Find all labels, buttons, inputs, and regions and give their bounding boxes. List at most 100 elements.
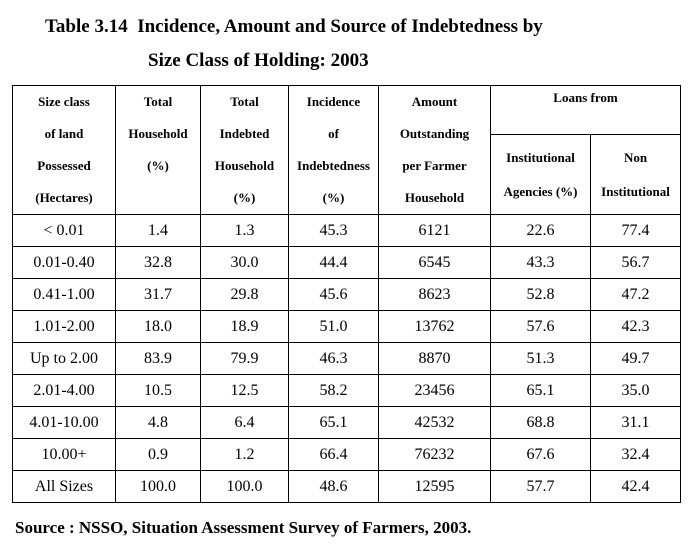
cell: 8623: [378, 278, 491, 311]
cell: 47.2: [590, 278, 681, 311]
data-row: All Sizes 100.0 100.0 48.6 12595 57.7 42.4: [12, 470, 681, 503]
header-cell: Total Household (%): [115, 85, 201, 215]
data-row: 10.00+ 0.9 1.2 66.4 76232 67.6 32.4: [12, 438, 681, 471]
cell: 2.01-4.00: [12, 374, 116, 407]
cell: 13762: [378, 310, 491, 343]
header-line: Institutional: [601, 183, 670, 199]
header-line: Indebtedness: [297, 158, 370, 173]
cell: 0.01-0.40: [12, 246, 116, 279]
header-line: (Hectares): [35, 190, 93, 205]
header-cell: Incidence of Indebtedness (%): [288, 85, 379, 215]
cell: 12595: [378, 470, 491, 503]
cell: 23456: [378, 374, 491, 407]
cell: 57.7: [490, 470, 591, 503]
header-line: of: [328, 126, 339, 141]
header-line: Total: [143, 94, 173, 109]
header-line: Agencies (%): [503, 183, 578, 199]
cell: 1.4: [115, 214, 201, 247]
cell: 45.6: [288, 278, 379, 311]
cell: 100.0: [200, 470, 289, 503]
cell: < 0.01: [12, 214, 116, 247]
header-line: Household: [214, 158, 275, 173]
header-line: Possessed: [37, 158, 91, 173]
cell: 45.3: [288, 214, 379, 247]
cell: 52.8: [490, 278, 591, 311]
cell: 51.0: [288, 310, 379, 343]
cell: 32.4: [590, 438, 681, 471]
cell: 57.6: [490, 310, 591, 343]
cell: 10.5: [115, 374, 201, 407]
header-row: Size class of land Possessed (Hectares) Tota…: [12, 85, 681, 215]
cell: 65.1: [288, 406, 379, 439]
cell: All Sizes: [12, 470, 116, 503]
cell: 42.4: [590, 470, 681, 503]
data-table: Size class of land Possessed (Hectares) Tota…: [12, 85, 681, 503]
cell: 0.41-1.00: [12, 278, 116, 311]
cell: 42.3: [590, 310, 681, 343]
cell: 6.4: [200, 406, 289, 439]
cell: 6121: [378, 214, 491, 247]
header-line: Institutional: [506, 149, 575, 165]
cell: 66.4: [288, 438, 379, 471]
data-row: Up to 2.00 83.9 79.9 46.3 8870 51.3 49.7: [12, 342, 681, 375]
cell: 58.2: [288, 374, 379, 407]
data-row: 0.01-0.40 32.8 30.0 44.4 6545 43.3 56.7: [12, 246, 681, 279]
header-line: Incidence: [306, 94, 361, 109]
cell: 67.6: [490, 438, 591, 471]
cell: 0.9: [115, 438, 201, 471]
header-cell: Amount Outstanding per Farmer Household: [378, 85, 491, 215]
data-row: 4.01-10.00 4.8 6.4 65.1 42532 68.8 31.1: [12, 406, 681, 439]
cell: 51.3: [490, 342, 591, 375]
cell: 4.8: [115, 406, 201, 439]
header-line: (%): [322, 190, 345, 205]
sub-header-cell: Non Institutional: [590, 134, 681, 215]
data-row: 2.01-4.00 10.5 12.5 58.2 23456 65.1 35.0: [12, 374, 681, 407]
data-row: < 0.01 1.4 1.3 45.3 6121 22.6 77.4: [12, 214, 681, 247]
cell: 31.1: [590, 406, 681, 439]
header-line: Household: [404, 190, 465, 205]
cell: 100.0: [115, 470, 201, 503]
cell: 31.7: [115, 278, 201, 311]
source-note: Source : NSSO, Situation Assessment Surv…: [15, 518, 472, 537]
header-cell: Total Indebted Household (%): [200, 85, 289, 215]
cell: 18.0: [115, 310, 201, 343]
cell: Up to 2.00: [12, 342, 116, 375]
cell: 29.8: [200, 278, 289, 311]
cell: 56.7: [590, 246, 681, 279]
cell: 49.7: [590, 342, 681, 375]
cell: 42532: [378, 406, 491, 439]
cell: 22.6: [490, 214, 591, 247]
header-row: Institutional Agencies (%) Non Institutiona…: [13, 134, 681, 215]
cell: 1.01-2.00: [12, 310, 116, 343]
cell: 4.01-10.00: [12, 406, 116, 439]
cell: 44.4: [288, 246, 379, 279]
cell: 76232: [378, 438, 491, 471]
cell: 46.3: [288, 342, 379, 375]
header-line: Indebted: [219, 126, 270, 141]
cell: 83.9: [115, 342, 201, 375]
header-line: (%): [233, 190, 256, 205]
cell: 32.8: [115, 246, 201, 279]
header-line: Amount: [411, 94, 458, 109]
header-cell: Size class of land Possessed (Hectares): [12, 85, 116, 215]
group-header: Loans from: [490, 85, 681, 135]
header-line: Size class: [38, 94, 90, 109]
header-line: per Farmer: [402, 158, 467, 173]
header-line: of land: [44, 126, 84, 141]
cell: 8870: [378, 342, 491, 375]
title: Table 3.14 Incidence, Amount and Source …: [45, 16, 543, 37]
cell: 12.5: [200, 374, 289, 407]
sub-header-cell: Institutional Agencies (%): [490, 134, 591, 215]
cell: 1.3: [200, 214, 289, 247]
header-line: Non: [623, 149, 648, 165]
cell: 30.0: [200, 246, 289, 279]
header-line: Total: [230, 94, 259, 109]
data-row: 0.41-1.00 31.7 29.8 45.6 8623 52.8 47.2: [12, 278, 681, 311]
cell: 35.0: [590, 374, 681, 407]
title: Size Class of Holding: 2003: [148, 50, 369, 71]
cell: 18.9: [200, 310, 289, 343]
cell: 68.8: [490, 406, 591, 439]
cell: 79.9: [200, 342, 289, 375]
header-line: Household: [128, 126, 188, 141]
